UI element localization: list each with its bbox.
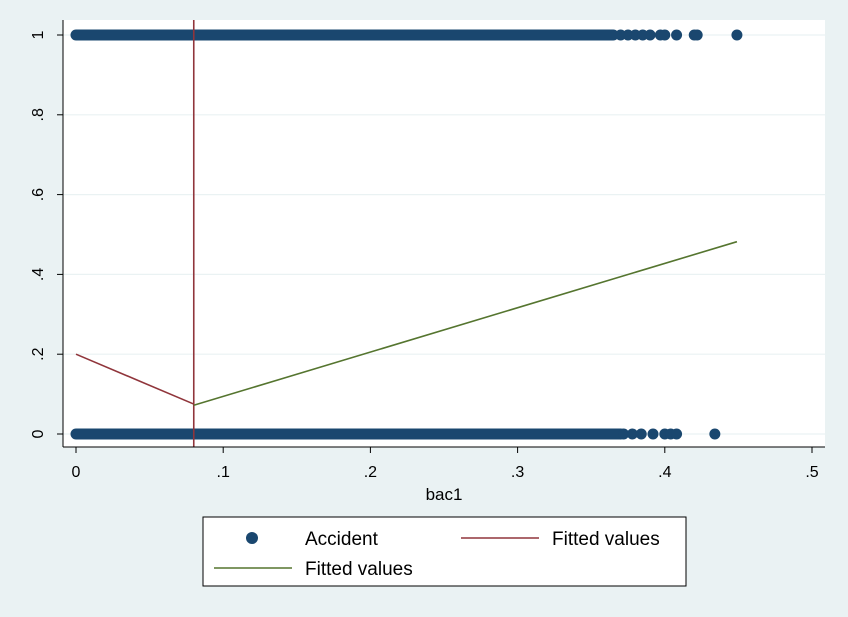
x-tick-label-5: .5 bbox=[805, 464, 818, 481]
fitted-line-2 bbox=[193, 240, 738, 407]
scatter-point-9 bbox=[691, 29, 703, 41]
y-tick-label-5: 1 bbox=[30, 30, 47, 39]
legend-key-accident bbox=[246, 532, 258, 544]
x-axis-title: bac1 bbox=[426, 485, 463, 504]
legend-box bbox=[202, 516, 687, 587]
scatter-point-18 bbox=[709, 428, 721, 440]
x-tick-label-3: .3 bbox=[511, 464, 524, 481]
y-tick-label-0: 0 bbox=[30, 429, 47, 438]
legend: Accident Fitted values Fitted values bbox=[202, 516, 687, 587]
y-tick-label-3: .6 bbox=[30, 188, 47, 201]
scatter-point-14 bbox=[647, 428, 659, 440]
legend-label-fitted-values-green: Fitted values bbox=[305, 559, 413, 580]
x-tick-label-0: 0 bbox=[72, 464, 81, 481]
scatter-point-6 bbox=[659, 29, 671, 41]
series-layer bbox=[70, 20, 743, 447]
scatter-point-7 bbox=[671, 29, 683, 41]
scatter-point-4 bbox=[644, 29, 656, 41]
scatter-point-10 bbox=[731, 29, 743, 41]
y-tick-label-2: .4 bbox=[30, 268, 47, 281]
y-tick-label-4: .8 bbox=[30, 108, 47, 121]
x-tick-label-2: .2 bbox=[364, 464, 377, 481]
scatter-point-17 bbox=[671, 428, 683, 440]
x-tick-label-4: .4 bbox=[658, 464, 671, 481]
plot-region-background bbox=[63, 20, 825, 447]
legend-label-accident: Accident bbox=[305, 529, 379, 550]
fitted-line-1 bbox=[75, 353, 195, 405]
legend-label-fitted-values-red: Fitted values bbox=[552, 529, 660, 550]
scatter-dense-band-0 bbox=[70, 29, 619, 41]
y-tick-label-1: .2 bbox=[30, 347, 47, 360]
scatter-point-11 bbox=[618, 428, 630, 440]
scatter-dense-band-1 bbox=[70, 428, 627, 440]
x-tick-label-1: .1 bbox=[217, 464, 230, 481]
scatter-point-12 bbox=[626, 428, 638, 440]
scatter-point-13 bbox=[635, 428, 647, 440]
axes: 0 .2 .4 .6 .8 1 0 .1 .2 .3 .4 .5 bbox=[30, 20, 825, 481]
